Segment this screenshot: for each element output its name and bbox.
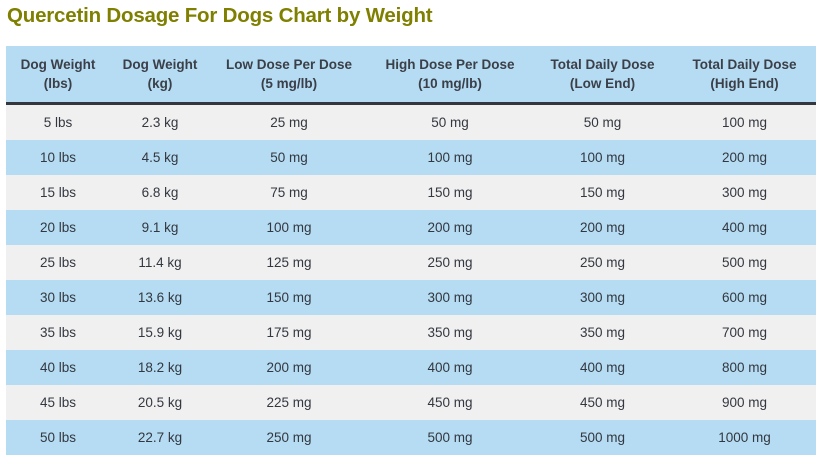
header-line1: Dog Weight [122, 57, 198, 72]
table-row: 40 lbs 18.2 kg 200 mg 400 mg 400 mg 800 … [6, 350, 816, 385]
cell-daily-low: 350 mg [532, 315, 673, 350]
cell-high-dose: 200 mg [368, 210, 532, 245]
table-row: 30 lbs 13.6 kg 150 mg 300 mg 300 mg 600 … [6, 280, 816, 315]
cell-weight-lbs: 50 lbs [6, 420, 110, 455]
cell-low-dose: 50 mg [210, 140, 368, 175]
cell-daily-low: 450 mg [532, 385, 673, 420]
cell-daily-high: 700 mg [673, 315, 816, 350]
cell-weight-lbs: 5 lbs [6, 103, 110, 140]
cell-low-dose: 75 mg [210, 175, 368, 210]
cell-daily-high: 1000 mg [673, 420, 816, 455]
cell-weight-kg: 9.1 kg [110, 210, 210, 245]
cell-high-dose: 450 mg [368, 385, 532, 420]
cell-weight-lbs: 25 lbs [6, 245, 110, 280]
dosage-table: Dog Weight (lbs) Dog Weight (kg) Low Dos… [6, 46, 816, 455]
cell-low-dose: 125 mg [210, 245, 368, 280]
cell-low-dose: 100 mg [210, 210, 368, 245]
cell-low-dose: 175 mg [210, 315, 368, 350]
cell-high-dose: 400 mg [368, 350, 532, 385]
cell-weight-kg: 15.9 kg [110, 315, 210, 350]
cell-weight-kg: 20.5 kg [110, 385, 210, 420]
table-row: 10 lbs 4.5 kg 50 mg 100 mg 100 mg 200 mg [6, 140, 816, 175]
header-line1: Dog Weight [20, 57, 96, 72]
column-header-high-dose: High Dose Per Dose (10 mg/lb) [368, 46, 532, 105]
cell-high-dose: 300 mg [368, 280, 532, 315]
cell-low-dose: 225 mg [210, 385, 368, 420]
table-header: Dog Weight (lbs) Dog Weight (kg) Low Dos… [6, 46, 816, 105]
cell-daily-low: 400 mg [532, 350, 673, 385]
cell-weight-kg: 18.2 kg [110, 350, 210, 385]
column-header-daily-high: Total Daily Dose (High End) [673, 46, 816, 105]
header-line2: (lbs) [43, 76, 73, 91]
header-line2: (kg) [147, 76, 173, 91]
header-line2: (Low End) [569, 76, 636, 91]
cell-low-dose: 25 mg [210, 103, 368, 140]
cell-daily-high: 300 mg [673, 175, 816, 210]
cell-high-dose: 150 mg [368, 175, 532, 210]
header-line1: Total Daily Dose [692, 57, 797, 72]
cell-daily-low: 250 mg [532, 245, 673, 280]
cell-weight-lbs: 10 lbs [6, 140, 110, 175]
cell-weight-lbs: 20 lbs [6, 210, 110, 245]
header-row: Dog Weight (lbs) Dog Weight (kg) Low Dos… [6, 46, 816, 105]
header-line1: Total Daily Dose [550, 57, 655, 72]
header-line2: (10 mg/lb) [418, 76, 482, 91]
table-row: 45 lbs 20.5 kg 225 mg 450 mg 450 mg 900 … [6, 385, 816, 420]
cell-daily-high: 100 mg [673, 103, 816, 140]
cell-daily-low: 100 mg [532, 140, 673, 175]
cell-low-dose: 200 mg [210, 350, 368, 385]
column-header-daily-low: Total Daily Dose (Low End) [532, 46, 673, 105]
dosage-table-container: Dog Weight (lbs) Dog Weight (kg) Low Dos… [6, 46, 816, 455]
table-body: 5 lbs 2.3 kg 25 mg 50 mg 50 mg 100 mg 10… [6, 103, 816, 455]
table-row: 20 lbs 9.1 kg 100 mg 200 mg 200 mg 400 m… [6, 210, 816, 245]
cell-daily-low: 200 mg [532, 210, 673, 245]
cell-daily-low: 500 mg [532, 420, 673, 455]
cell-daily-low: 50 mg [532, 103, 673, 140]
table-row: 25 lbs 11.4 kg 125 mg 250 mg 250 mg 500 … [6, 245, 816, 280]
cell-daily-high: 500 mg [673, 245, 816, 280]
cell-weight-kg: 11.4 kg [110, 245, 210, 280]
cell-low-dose: 150 mg [210, 280, 368, 315]
cell-high-dose: 50 mg [368, 103, 532, 140]
cell-daily-high: 200 mg [673, 140, 816, 175]
cell-daily-low: 150 mg [532, 175, 673, 210]
column-header-weight-lbs: Dog Weight (lbs) [6, 46, 110, 105]
cell-low-dose: 250 mg [210, 420, 368, 455]
column-header-low-dose: Low Dose Per Dose (5 mg/lb) [210, 46, 368, 105]
cell-weight-kg: 6.8 kg [110, 175, 210, 210]
column-header-weight-kg: Dog Weight (kg) [110, 46, 210, 105]
table-row: 5 lbs 2.3 kg 25 mg 50 mg 50 mg 100 mg [6, 103, 816, 140]
header-line2: (5 mg/lb) [260, 76, 318, 91]
header-line1: High Dose Per Dose [385, 57, 515, 72]
table-row: 15 lbs 6.8 kg 75 mg 150 mg 150 mg 300 mg [6, 175, 816, 210]
cell-daily-high: 400 mg [673, 210, 816, 245]
cell-weight-lbs: 45 lbs [6, 385, 110, 420]
cell-weight-kg: 22.7 kg [110, 420, 210, 455]
cell-high-dose: 250 mg [368, 245, 532, 280]
cell-weight-lbs: 40 lbs [6, 350, 110, 385]
cell-high-dose: 500 mg [368, 420, 532, 455]
cell-daily-high: 800 mg [673, 350, 816, 385]
cell-daily-high: 600 mg [673, 280, 816, 315]
cell-high-dose: 350 mg [368, 315, 532, 350]
cell-weight-lbs: 15 lbs [6, 175, 110, 210]
cell-weight-kg: 2.3 kg [110, 103, 210, 140]
cell-weight-lbs: 30 lbs [6, 280, 110, 315]
cell-weight-kg: 13.6 kg [110, 280, 210, 315]
cell-weight-lbs: 35 lbs [6, 315, 110, 350]
header-line2: (High End) [710, 76, 779, 91]
header-line1: Low Dose Per Dose [225, 57, 353, 72]
cell-daily-high: 900 mg [673, 385, 816, 420]
cell-high-dose: 100 mg [368, 140, 532, 175]
cell-weight-kg: 4.5 kg [110, 140, 210, 175]
cell-daily-low: 300 mg [532, 280, 673, 315]
table-row: 50 lbs 22.7 kg 250 mg 500 mg 500 mg 1000… [6, 420, 816, 455]
table-row: 35 lbs 15.9 kg 175 mg 350 mg 350 mg 700 … [6, 315, 816, 350]
page-title: Quercetin Dosage For Dogs Chart by Weigh… [7, 4, 433, 27]
